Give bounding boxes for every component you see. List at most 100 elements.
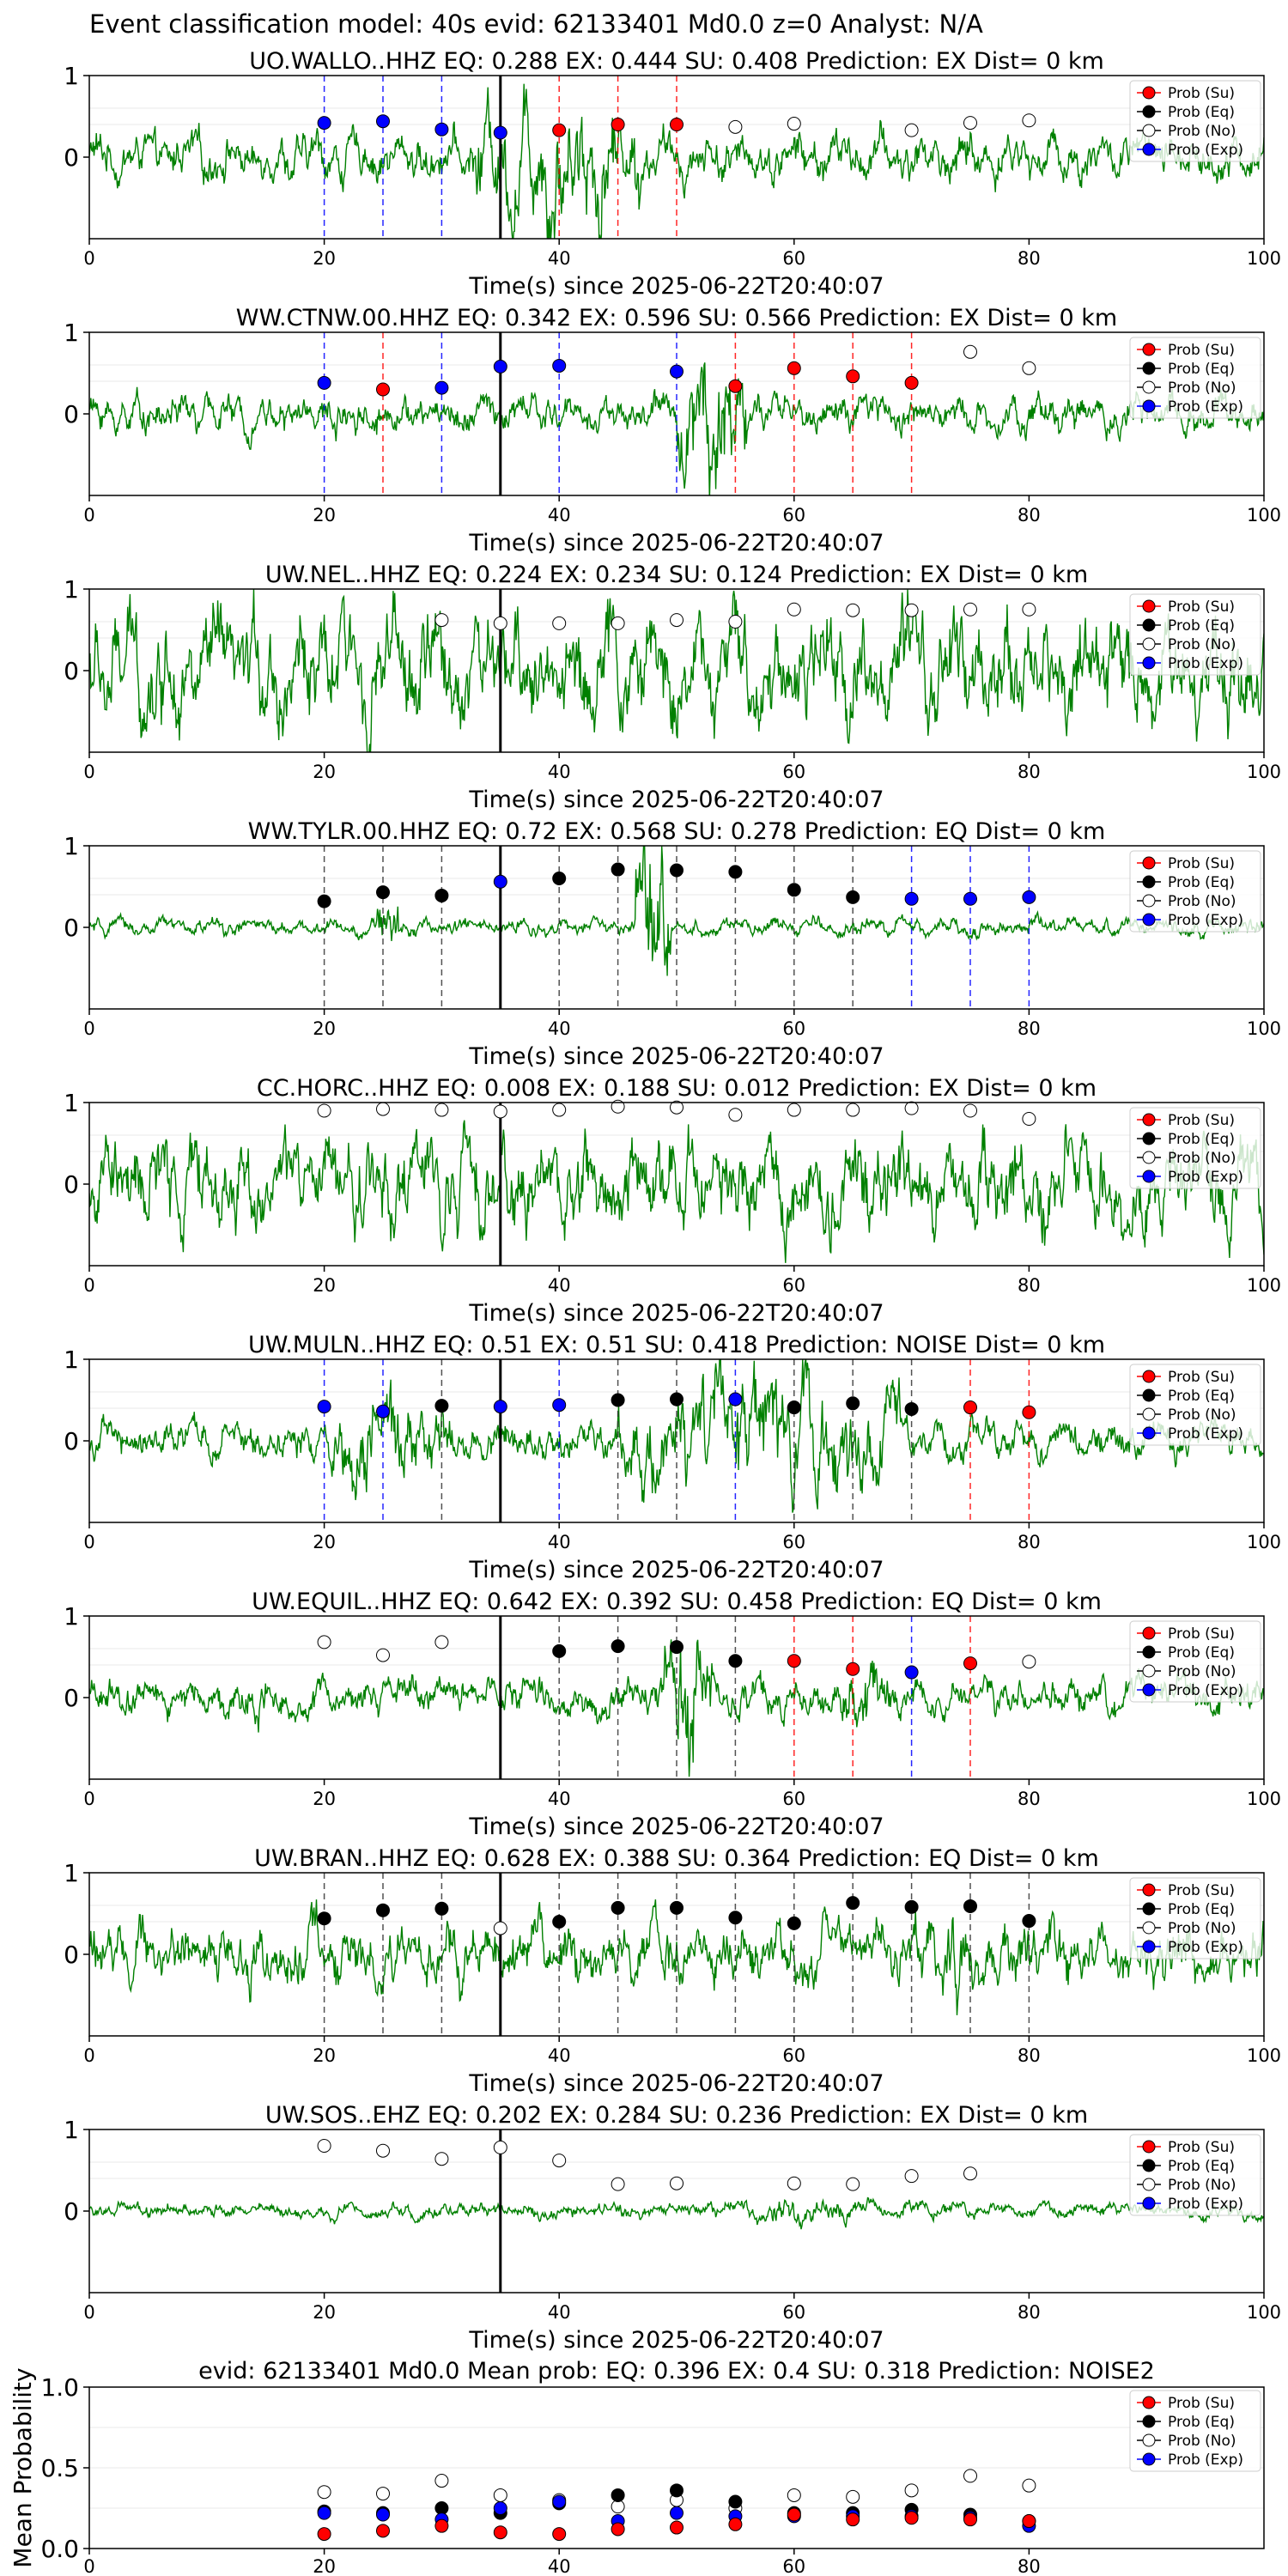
x-tick-label: 60 bbox=[782, 2045, 805, 2066]
x-tick-label: 80 bbox=[1018, 248, 1041, 269]
prob-point-eq bbox=[787, 883, 801, 897]
prob-point-no bbox=[317, 1635, 331, 1649]
x-tick-label: 20 bbox=[313, 1532, 336, 1552]
prob-point-exp bbox=[904, 891, 919, 906]
legend-marker-eq bbox=[1142, 1902, 1156, 1916]
x-tick-label: 60 bbox=[782, 505, 805, 526]
mean-point-su bbox=[728, 2517, 743, 2531]
prob-point-no bbox=[670, 1100, 683, 1115]
prob-point-no bbox=[728, 119, 743, 134]
x-tick-label: 20 bbox=[313, 2302, 336, 2323]
legend-label: Prob (Eq) bbox=[1168, 617, 1235, 635]
prob-point-no bbox=[670, 2176, 683, 2190]
y-tick-label: 0 bbox=[64, 1941, 79, 1969]
y-tick-label: 0 bbox=[64, 657, 79, 685]
legend-label: Prob (Eq) bbox=[1168, 2414, 1235, 2431]
prob-point-exp bbox=[434, 122, 449, 137]
x-tick-label: 0 bbox=[83, 1275, 94, 1296]
x-tick-label: 60 bbox=[782, 762, 805, 782]
legend-label: Prob (Exp) bbox=[1168, 398, 1243, 416]
panel-title: UW.BRAN..HHZ EQ: 0.628 EX: 0.388 SU: 0.3… bbox=[254, 1845, 1099, 1872]
legend-marker-exp bbox=[1142, 2196, 1156, 2210]
x-tick-label: 80 bbox=[1018, 762, 1041, 782]
legend-label: Prob (Exp) bbox=[1168, 912, 1243, 929]
x-tick-label: 0 bbox=[83, 1532, 94, 1552]
legend-marker-exp bbox=[1142, 1683, 1156, 1697]
legend-label: Prob (Su) bbox=[1168, 342, 1235, 359]
mean-point-no bbox=[434, 2474, 449, 2488]
legend-marker-exp bbox=[1142, 1940, 1156, 1953]
legend: Prob (Su)Prob (Eq)Prob (No)Prob (Exp) bbox=[1129, 1107, 1261, 1189]
prob-point-exp bbox=[493, 874, 507, 889]
prob-point-exp bbox=[728, 1392, 743, 1406]
x-tick-label: 0 bbox=[83, 505, 94, 526]
prob-point-exp bbox=[376, 1404, 390, 1419]
legend-marker-no bbox=[1142, 2178, 1156, 2191]
x-tick-label: 80 bbox=[1018, 1532, 1041, 1552]
legend-marker-exp bbox=[1142, 913, 1156, 927]
prob-point-no bbox=[493, 616, 507, 630]
mean-point-exp bbox=[376, 2507, 390, 2522]
panel-title: UW.MULN..HHZ EQ: 0.51 EX: 0.51 SU: 0.418… bbox=[248, 1332, 1105, 1358]
x-tick-label: 40 bbox=[548, 505, 571, 526]
legend-marker-no bbox=[1142, 380, 1156, 394]
prob-point-eq bbox=[611, 1639, 625, 1654]
prob-point-eq bbox=[846, 890, 860, 904]
prob-point-no bbox=[317, 2139, 331, 2153]
prob-point-no bbox=[552, 1103, 567, 1117]
legend-label: Prob (No) bbox=[1168, 380, 1236, 397]
prob-point-no bbox=[376, 1648, 390, 1662]
prob-point-exp bbox=[493, 125, 507, 140]
prob-point-su bbox=[1022, 1405, 1036, 1419]
x-tick-label: 40 bbox=[548, 2556, 571, 2576]
legend-label: Prob (Eq) bbox=[1168, 104, 1235, 121]
x-tick-label: 0 bbox=[83, 2556, 94, 2576]
legend-marker-su bbox=[1142, 599, 1156, 613]
x-tick-label: 0 bbox=[83, 248, 94, 269]
prob-point-no bbox=[317, 1103, 331, 1118]
y-tick-label: 0 bbox=[64, 1170, 79, 1199]
x-axis-label: Time(s) since 2025-06-22T20:40:07 bbox=[468, 2070, 884, 2097]
x-tick-label: 100 bbox=[1247, 505, 1281, 526]
station-panel: UO.WALLO..HHZ EQ: 0.288 EX: 0.444 SU: 0.… bbox=[64, 48, 1281, 300]
x-axis-label: Time(s) since 2025-06-22T20:40:07 bbox=[468, 530, 884, 556]
legend-marker-exp bbox=[1142, 1426, 1156, 1440]
y-tick-label: 0.5 bbox=[40, 2454, 79, 2482]
legend-marker-exp bbox=[1142, 143, 1156, 156]
legend-marker-su bbox=[1142, 1113, 1156, 1127]
prob-point-no bbox=[963, 116, 977, 131]
x-tick-label: 20 bbox=[313, 2045, 336, 2066]
x-tick-label: 40 bbox=[548, 762, 571, 782]
x-tick-label: 40 bbox=[548, 2045, 571, 2066]
x-tick-label: 40 bbox=[548, 1018, 571, 1039]
suptitle: Event classification model: 40s evid: 62… bbox=[89, 9, 983, 39]
x-tick-label: 80 bbox=[1018, 1018, 1041, 1039]
x-axis-label: Time(s) since 2025-06-22T20:40:07 bbox=[468, 2327, 884, 2354]
legend-label: Prob (Exp) bbox=[1168, 1425, 1243, 1443]
panel-title: UW.NEL..HHZ EQ: 0.224 EX: 0.234 SU: 0.12… bbox=[265, 562, 1088, 588]
seismogram-trace bbox=[89, 2196, 1264, 2230]
x-tick-label: 60 bbox=[782, 2556, 805, 2576]
y-tick-label: 1 bbox=[64, 575, 79, 604]
y-tick-label: 1 bbox=[64, 1602, 79, 1631]
x-tick-label: 100 bbox=[1247, 1018, 1281, 1039]
prob-point-no bbox=[963, 602, 977, 617]
prob-point-eq bbox=[670, 1640, 683, 1655]
legend-label: Prob (Eq) bbox=[1168, 2158, 1235, 2175]
legend-label: Prob (No) bbox=[1168, 636, 1236, 653]
legend-label: Prob (Su) bbox=[1168, 2139, 1235, 2156]
mean-point-su bbox=[787, 2507, 801, 2522]
prob-point-eq bbox=[552, 872, 567, 885]
legend-box bbox=[1129, 1364, 1261, 1446]
x-tick-label: 20 bbox=[313, 1789, 336, 1809]
x-tick-label: 60 bbox=[782, 248, 805, 269]
prob-point-no bbox=[1022, 1655, 1036, 1669]
y-tick-label: 1 bbox=[64, 2116, 79, 2144]
legend: Prob (Su)Prob (Eq)Prob (No)Prob (Exp) bbox=[1129, 2390, 1261, 2472]
prob-point-su bbox=[376, 382, 390, 397]
legend-label: Prob (No) bbox=[1168, 893, 1236, 910]
prob-point-eq bbox=[317, 894, 331, 908]
prob-point-eq bbox=[434, 888, 449, 902]
x-tick-label: 100 bbox=[1247, 2045, 1281, 2066]
x-tick-label: 80 bbox=[1018, 2302, 1041, 2323]
